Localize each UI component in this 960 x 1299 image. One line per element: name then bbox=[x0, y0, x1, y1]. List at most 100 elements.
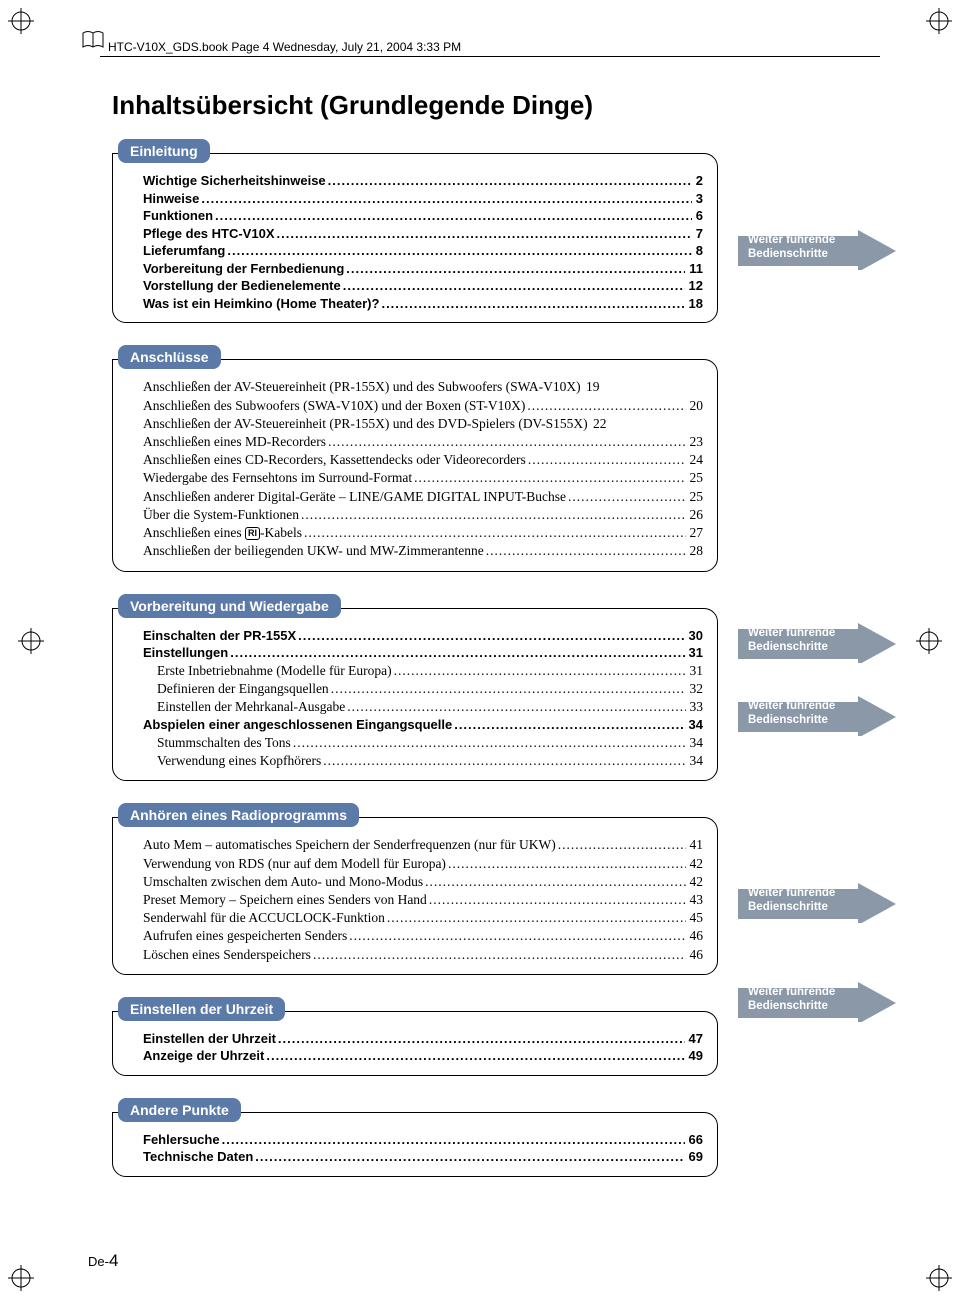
toc-label: Anschließen eines CD-Recorders, Kassette… bbox=[143, 452, 528, 467]
toc-entry[interactable]: Erste Inbetriebnahme (Modelle für Europa… bbox=[157, 662, 703, 680]
toc-entry[interactable]: Über die System-Funktionen 26 bbox=[143, 506, 703, 524]
toc-entry[interactable]: Pflege des HTC-V10X7 bbox=[143, 225, 703, 243]
section-body: Einschalten der PR-155X 30Einstellungen31… bbox=[112, 608, 718, 782]
toc-entry[interactable]: Einstellungen31 bbox=[143, 644, 703, 662]
continue-arrow-icon: Weiter führendeBedienschritte bbox=[738, 623, 898, 659]
toc-entry[interactable]: Anschließen der AV-Steuereinheit (PR-155… bbox=[143, 378, 703, 396]
toc-page: 31 bbox=[685, 644, 703, 662]
toc-label: Vorstellung der Bedienelemente bbox=[143, 278, 343, 293]
toc-entry[interactable]: Anschließen anderer Digital-Geräte – LIN… bbox=[143, 488, 703, 506]
toc-label: Auto Mem – automatisches Speichern der S… bbox=[143, 837, 558, 852]
toc-page: 33 bbox=[686, 698, 704, 716]
toc-page: 6 bbox=[692, 207, 703, 225]
toc-label: Anzeige der Uhrzeit bbox=[143, 1048, 266, 1063]
toc-entry[interactable]: Anzeige der Uhrzeit 49 bbox=[143, 1047, 703, 1065]
toc-label: Über die System-Funktionen bbox=[143, 507, 301, 522]
toc-page: 26 bbox=[686, 506, 704, 524]
continue-arrow-icon: Weiter führendeBedienschritte bbox=[738, 883, 898, 919]
toc-page: 18 bbox=[685, 295, 703, 313]
crop-mark-icon bbox=[916, 628, 942, 654]
toc-entry[interactable]: Vorstellung der Bedienelemente12 bbox=[143, 277, 703, 295]
page-footer: De-4 bbox=[88, 1251, 118, 1271]
toc-entry[interactable]: Wiedergabe des Fernsehtons im Surround-F… bbox=[143, 469, 703, 487]
toc-entry[interactable]: Anschließen des Subwoofers (SWA-V10X) un… bbox=[143, 397, 703, 415]
toc-entry[interactable]: Lieferumfang8 bbox=[143, 242, 703, 260]
toc-label: Funktionen bbox=[143, 208, 215, 223]
toc-entry[interactable]: Einschalten der PR-155X 30 bbox=[143, 627, 703, 645]
toc-entry[interactable]: Löschen eines Senderspeichers46 bbox=[143, 946, 703, 964]
toc-entry[interactable]: Einstellen der Uhrzeit 47 bbox=[143, 1030, 703, 1048]
toc-entry[interactable]: Funktionen 6 bbox=[143, 207, 703, 225]
toc-page: 34 bbox=[686, 734, 704, 752]
toc-entry[interactable]: Fehlersuche66 bbox=[143, 1131, 703, 1149]
arrow-label: Weiter führende bbox=[748, 700, 835, 712]
crop-mark-icon bbox=[8, 1265, 34, 1291]
toc-entry[interactable]: Verwendung von RDS (nur auf dem Modell f… bbox=[143, 855, 703, 873]
toc-page: 25 bbox=[686, 488, 704, 506]
toc-entry[interactable]: Wichtige Sicherheitshinweise2 bbox=[143, 172, 703, 190]
toc-page: 69 bbox=[685, 1148, 703, 1166]
toc-entry[interactable]: Definieren der Eingangsquellen32 bbox=[157, 680, 703, 698]
toc-page: 30 bbox=[685, 627, 703, 645]
toc-entry[interactable]: Technische Daten69 bbox=[143, 1148, 703, 1166]
toc-page: 8 bbox=[692, 242, 703, 260]
arrow-label: Weiter führende bbox=[748, 887, 835, 899]
toc-entry[interactable]: Anschließen eines RI-Kabels27 bbox=[143, 524, 703, 542]
toc-label: Was ist ein Heimkino (Home Theater)? bbox=[143, 296, 381, 311]
toc-label: Aufrufen eines gespeicherten Senders bbox=[143, 928, 349, 943]
crop-mark-icon bbox=[926, 1265, 952, 1291]
toc-label: Anschließen eines MD-Recorders bbox=[143, 434, 328, 449]
toc-label: Umschalten zwischen dem Auto- und Mono-M… bbox=[143, 874, 425, 889]
toc-entry[interactable]: Vorbereitung der Fernbedienung11 bbox=[143, 260, 703, 278]
toc-entry[interactable]: Abspielen einer angeschlossenen Eingangs… bbox=[143, 716, 703, 734]
toc-label: Anschließen der AV-Steuereinheit (PR-155… bbox=[143, 416, 590, 431]
toc-label: Definieren der Eingangsquellen bbox=[157, 681, 331, 696]
toc-entry[interactable]: Verwendung eines Kopfhörers 34 bbox=[157, 752, 703, 770]
toc-entry[interactable]: Stummschalten des Tons 34 bbox=[157, 734, 703, 752]
toc-entry[interactable]: Preset Memory – Speichern eines Senders … bbox=[143, 891, 703, 909]
toc-label: Pflege des HTC-V10X bbox=[143, 226, 277, 241]
toc-entry[interactable]: Aufrufen eines gespeicherten Senders46 bbox=[143, 927, 703, 945]
toc-page: 66 bbox=[685, 1131, 703, 1149]
arrow-label: Weiter führende bbox=[748, 627, 835, 639]
toc-page: 47 bbox=[685, 1030, 703, 1048]
toc-page: 27 bbox=[686, 524, 704, 542]
toc-page: 28 bbox=[686, 542, 704, 560]
toc-entry[interactable]: Hinweise3 bbox=[143, 190, 703, 208]
toc-label: Stummschalten des Tons bbox=[157, 735, 293, 750]
toc-entry[interactable]: Auto Mem – automatisches Speichern der S… bbox=[143, 836, 703, 854]
toc-entry[interactable]: Anschließen der beiliegenden UKW- und MW… bbox=[143, 542, 703, 560]
toc-label: Anschließen anderer Digital-Geräte – LIN… bbox=[143, 489, 568, 504]
toc-entry[interactable]: Anschließen der AV-Steuereinheit (PR-155… bbox=[143, 415, 703, 433]
arrow-label: Bedienschritte bbox=[748, 714, 828, 726]
toc-entry[interactable]: Senderwahl für die ACCUCLOCK-Funktion45 bbox=[143, 909, 703, 927]
toc-label: Preset Memory – Speichern eines Senders … bbox=[143, 892, 429, 907]
toc-page: 34 bbox=[685, 716, 703, 734]
toc-label: Anschließen des Subwoofers (SWA-V10X) un… bbox=[143, 398, 527, 413]
toc-entry[interactable]: Was ist ein Heimkino (Home Theater)? 18 bbox=[143, 295, 703, 313]
crop-mark-icon bbox=[926, 8, 952, 34]
toc-entry[interactable]: Anschließen eines CD-Recorders, Kassette… bbox=[143, 451, 703, 469]
toc-label: Einstellen der Uhrzeit bbox=[143, 1031, 278, 1046]
toc-page: 49 bbox=[685, 1047, 703, 1065]
toc-page: 23 bbox=[686, 433, 704, 451]
toc-entry[interactable]: Anschließen eines MD-Recorders 23 bbox=[143, 433, 703, 451]
section-tab: Einleitung bbox=[118, 139, 210, 163]
toc-label: Erste Inbetriebnahme (Modelle für Europa… bbox=[157, 663, 394, 678]
toc-page: 45 bbox=[686, 909, 704, 927]
toc-label: Anschließen der AV-Steuereinheit (PR-155… bbox=[143, 379, 583, 394]
toc-label: Verwendung eines Kopfhörers bbox=[157, 753, 323, 768]
toc-page: 3 bbox=[692, 190, 703, 208]
toc-page: 34 bbox=[686, 752, 704, 770]
crop-mark-icon bbox=[8, 8, 34, 34]
toc-page: 46 bbox=[686, 946, 704, 964]
toc-label: Einschalten der PR-155X bbox=[143, 628, 298, 643]
toc-entry[interactable]: Umschalten zwischen dem Auto- und Mono-M… bbox=[143, 873, 703, 891]
toc-entry[interactable]: Einstellen der Mehrkanal-Ausgabe 33 bbox=[157, 698, 703, 716]
toc-label: Abspielen einer angeschlossenen Eingangs… bbox=[143, 717, 454, 732]
arrow-label: Weiter führende bbox=[748, 986, 835, 998]
toc-page: 42 bbox=[686, 855, 704, 873]
toc-page: 20 bbox=[686, 397, 704, 415]
toc-page: 42 bbox=[686, 873, 704, 891]
toc-label: Einstellen der Mehrkanal-Ausgabe bbox=[157, 699, 347, 714]
